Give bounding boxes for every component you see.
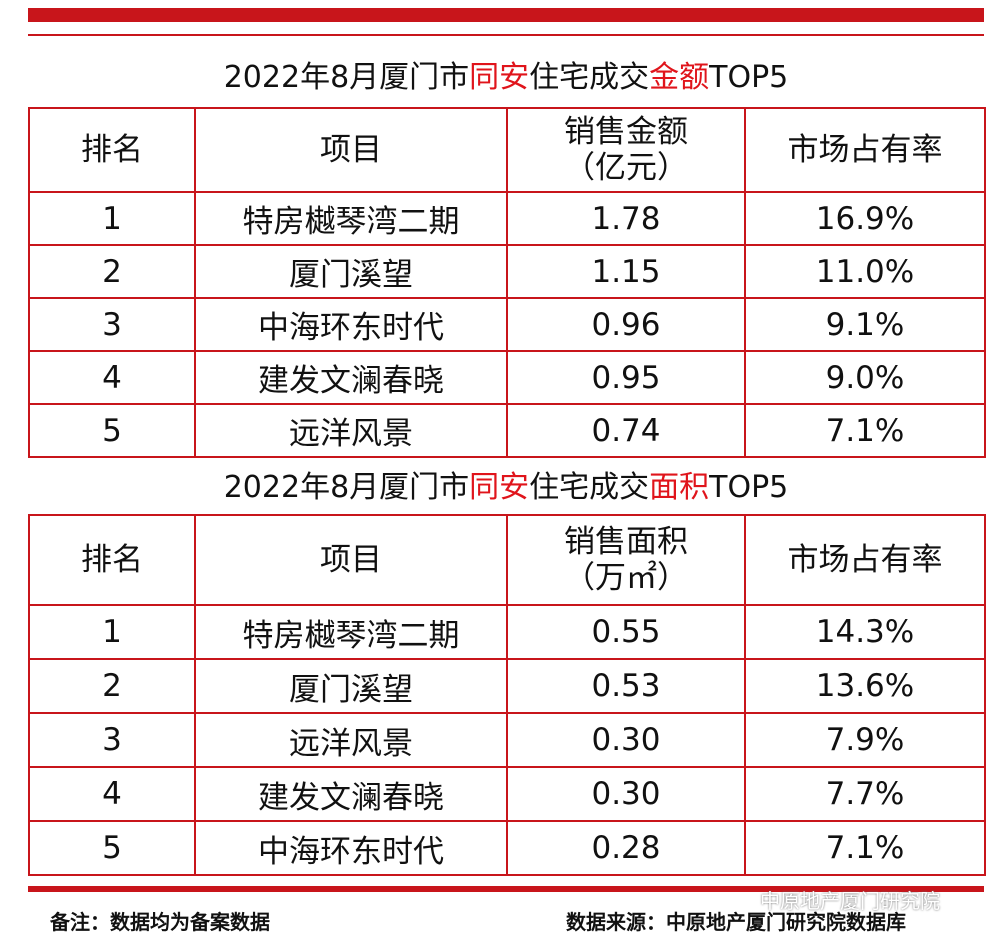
value-cell: 1.15 xyxy=(506,244,746,299)
table-row: 2 厦门溪望 0.53 13.6% xyxy=(28,658,986,714)
header-share: 市场占有率 xyxy=(744,107,986,193)
title-suffix: TOP5 xyxy=(709,470,789,505)
share-cell: 11.0% xyxy=(744,244,986,299)
rank-cell: 5 xyxy=(28,820,196,876)
top-red-bar xyxy=(28,8,984,22)
share-cell: 16.9% xyxy=(744,191,986,246)
title-area: 同安 xyxy=(469,60,530,95)
rank-cell: 4 xyxy=(28,766,196,822)
table2-title: 2022年8月厦门市同安住宅成交面积TOP5 xyxy=(28,462,984,506)
value-cell: 1.78 xyxy=(506,191,746,246)
value-cell: 0.74 xyxy=(506,403,746,458)
title-area: 同安 xyxy=(469,470,530,505)
value-cell: 0.95 xyxy=(506,350,746,405)
value-cell: 0.30 xyxy=(506,766,746,822)
title-mid: 住宅成交 xyxy=(529,470,650,505)
header-project: 项目 xyxy=(194,107,508,193)
share-cell: 14.3% xyxy=(744,604,986,660)
table-row: 1 特房樾琴湾二期 0.55 14.3% xyxy=(28,604,986,660)
title-rule-top xyxy=(28,34,984,36)
project-cell: 远洋风景 xyxy=(194,712,508,768)
share-cell: 9.1% xyxy=(744,297,986,352)
table-header-row: 排名 项目 销售面积 （万㎡） 市场占有率 xyxy=(28,514,986,606)
share-cell: 7.1% xyxy=(744,820,986,876)
bottom-red-bar xyxy=(28,886,984,892)
share-cell: 7.7% xyxy=(744,766,986,822)
footer-source: 数据来源：中原地产厦门研究院数据库 xyxy=(566,910,906,934)
value-cell: 0.28 xyxy=(506,820,746,876)
header-area: 销售面积 （万㎡） xyxy=(506,514,746,606)
header-rank: 排名 xyxy=(28,107,196,193)
table-row: 4 建发文澜春晓 0.95 9.0% xyxy=(28,350,986,405)
table-row: 5 远洋风景 0.74 7.1% xyxy=(28,403,986,458)
footer-note: 备注：数据均为备案数据 xyxy=(50,910,270,934)
table-row: 1 特房樾琴湾二期 1.78 16.9% xyxy=(28,191,986,246)
rank-cell: 1 xyxy=(28,191,196,246)
value-cell: 0.96 xyxy=(506,297,746,352)
value-cell: 0.53 xyxy=(506,658,746,714)
project-cell: 建发文澜春晓 xyxy=(194,766,508,822)
rank-cell: 4 xyxy=(28,350,196,405)
project-cell: 厦门溪望 xyxy=(194,244,508,299)
rank-cell: 2 xyxy=(28,658,196,714)
header-share: 市场占有率 xyxy=(744,514,986,606)
table-row: 3 中海环东时代 0.96 9.1% xyxy=(28,297,986,352)
project-cell: 建发文澜春晓 xyxy=(194,350,508,405)
rank-cell: 2 xyxy=(28,244,196,299)
rank-cell: 5 xyxy=(28,403,196,458)
title-suffix: TOP5 xyxy=(709,60,789,95)
project-cell: 远洋风景 xyxy=(194,403,508,458)
title-prefix: 2022年8月厦门市 xyxy=(223,60,470,95)
wechat-watermark: 中原地产厦门研究院 xyxy=(760,889,940,913)
header-rank: 排名 xyxy=(28,514,196,606)
project-cell: 中海环东时代 xyxy=(194,297,508,352)
share-cell: 7.9% xyxy=(744,712,986,768)
share-cell: 13.6% xyxy=(744,658,986,714)
rank-cell: 3 xyxy=(28,297,196,352)
share-cell: 9.0% xyxy=(744,350,986,405)
project-cell: 特房樾琴湾二期 xyxy=(194,191,508,246)
project-cell: 厦门溪望 xyxy=(194,658,508,714)
header-project: 项目 xyxy=(194,514,508,606)
table-header-row: 排名 项目 销售金额 （亿元） 市场占有率 xyxy=(28,107,986,193)
title-prefix: 2022年8月厦门市 xyxy=(223,470,470,505)
title-mid: 住宅成交 xyxy=(529,60,650,95)
title-metric: 金额 xyxy=(649,60,710,95)
rank-cell: 1 xyxy=(28,604,196,660)
table-row: 4 建发文澜春晓 0.30 7.7% xyxy=(28,766,986,822)
header-sales: 销售金额 （亿元） xyxy=(506,107,746,193)
table-row: 3 远洋风景 0.30 7.9% xyxy=(28,712,986,768)
share-cell: 7.1% xyxy=(744,403,986,458)
table-row: 2 厦门溪望 1.15 11.0% xyxy=(28,244,986,299)
rank-cell: 3 xyxy=(28,712,196,768)
sales-amount-table: 排名 项目 销售金额 （亿元） 市场占有率 1 特房樾琴湾二期 1.78 16.9% 2… xyxy=(28,107,986,458)
sales-area-table: 排名 项目 销售面积 （万㎡） 市场占有率 1 特房樾琴湾二期 0.55 14.3% 2… xyxy=(28,514,986,876)
project-cell: 特房樾琴湾二期 xyxy=(194,604,508,660)
project-cell: 中海环东时代 xyxy=(194,820,508,876)
value-cell: 0.55 xyxy=(506,604,746,660)
title-metric: 面积 xyxy=(649,470,710,505)
table-row: 5 中海环东时代 0.28 7.1% xyxy=(28,820,986,876)
table1-title: 2022年8月厦门市同安住宅成交金额TOP5 xyxy=(28,52,984,96)
value-cell: 0.30 xyxy=(506,712,746,768)
